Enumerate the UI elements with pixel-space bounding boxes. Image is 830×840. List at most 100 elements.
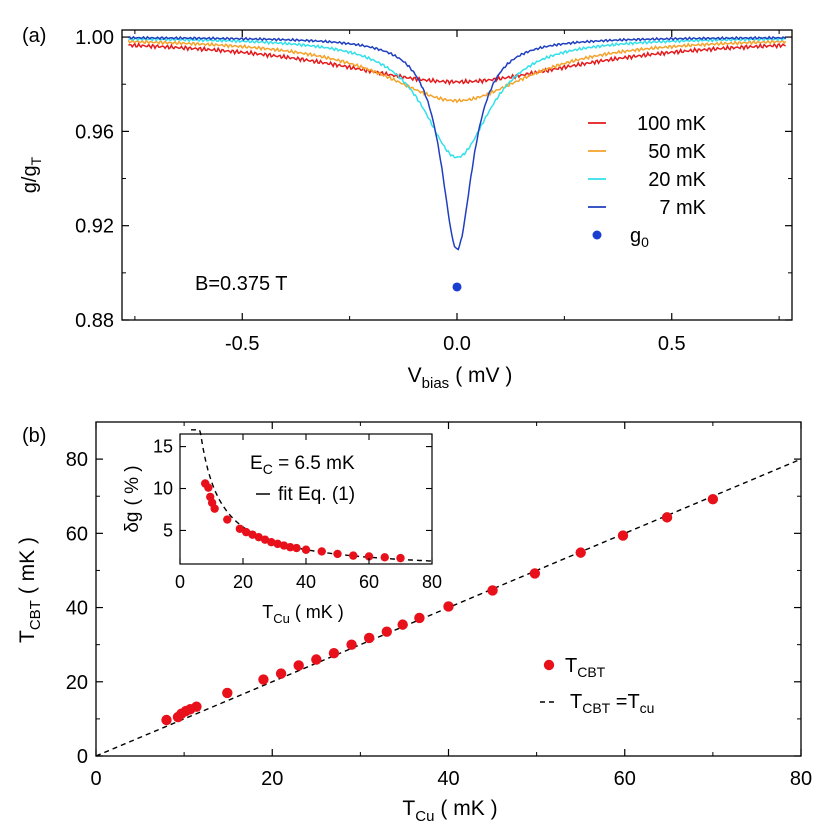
- legend-marker-tcbt: [543, 659, 555, 671]
- panel-a-label: (a): [22, 25, 46, 47]
- inset-point: [333, 549, 342, 559]
- inset-ytick-label: 15: [153, 437, 173, 457]
- tcbt-point: [617, 530, 629, 541]
- tcbt-point: [311, 654, 322, 665]
- tcbt-point: [275, 668, 287, 679]
- tcbt-point: [487, 585, 498, 596]
- inset-point: [204, 483, 213, 492]
- panel-a-ylabel: g/gT: [19, 156, 44, 193]
- panel-a-ytick-label: 1.00: [75, 27, 114, 49]
- inset-point: [223, 515, 232, 524]
- legend-ref-sub: CBT: [582, 700, 610, 716]
- tcbt-point: [661, 512, 673, 523]
- legend-g0-main: g: [630, 225, 641, 247]
- point-g0: [452, 282, 462, 292]
- legend-label-g0: g0: [630, 225, 649, 250]
- panel-b-xtick-label: 0: [90, 768, 101, 790]
- panel-b-ytick-label: 80: [66, 449, 88, 471]
- legend-label-7mK: 7 mK: [659, 197, 706, 219]
- legend-ref-rest: =T: [610, 691, 639, 713]
- tcbt-point: [575, 547, 586, 558]
- inset-axes: 0 20 40 60 80 5 10 15: [153, 434, 442, 592]
- tcbt-point: [346, 639, 357, 650]
- inset-xtick-label: 60: [359, 572, 379, 592]
- tcbt-point: [397, 619, 408, 630]
- inset-point: [273, 539, 282, 549]
- inset-point: [267, 537, 276, 547]
- inset-fit-curve: [191, 429, 432, 562]
- panel-a-xtick-label: 0.5: [658, 333, 686, 355]
- legend-tcbt-main: T: [565, 655, 577, 677]
- panel-a-legend: 100 mK 50 mK 20 mK 7 mK g0: [588, 113, 707, 250]
- inset-ylabel: δg( % ): [122, 465, 143, 532]
- inset-ytick-label: 10: [153, 479, 173, 499]
- panel-b-ylabel: TCBT( mK ): [16, 537, 44, 643]
- inset-point: [210, 504, 219, 513]
- legend-label-reference: TCBT =Tcu: [570, 691, 654, 716]
- legend-ref-main: T: [570, 691, 582, 713]
- panel-b-xtick-label: 60: [614, 768, 636, 790]
- panel-a-annotation: B=0.375 T: [195, 273, 287, 295]
- panel-a-ytick-label: 0.92: [75, 216, 114, 238]
- inset-point: [279, 541, 289, 550]
- inset-point: [248, 530, 257, 539]
- tcbt-point: [222, 687, 233, 699]
- tcbt-point: [443, 601, 454, 612]
- panel-b-ytick-label: 60: [66, 523, 88, 545]
- panel-b-ytick-label: 40: [66, 598, 88, 620]
- inset-point: [260, 535, 270, 544]
- panel-b-xlabel: TCu( mK ): [402, 797, 497, 825]
- tcbt-point: [707, 493, 719, 505]
- panel-a-curves: [127, 35, 787, 292]
- inset-xtick-label: 80: [422, 572, 442, 592]
- legend-marker-g0: [592, 230, 602, 240]
- legend-ref-rest-sub: cu: [640, 700, 655, 716]
- panel-a-ytick-label: 0.96: [75, 121, 114, 143]
- tcbt-point: [258, 674, 269, 685]
- inset: 0 20 40 60 80 5 10 15 δg( % ) TCu( mK ) EC = 6.…: [122, 429, 442, 626]
- inset-point: [317, 547, 326, 556]
- legend-label-20mK: 20 mK: [648, 169, 706, 191]
- inset-point: [301, 545, 311, 554]
- inset-point: [254, 532, 263, 542]
- panel-a-xtick-label: 0.0: [443, 333, 471, 355]
- inset-plot: [191, 429, 432, 563]
- inset-xlabel: TCu( mK ): [262, 602, 344, 626]
- inset-point: [286, 543, 295, 552]
- inset-point: [349, 551, 358, 560]
- inset-point: [396, 553, 405, 563]
- panel-b: (b) 0 20 40 60 80 0 20 40 60 80 TCBT( mK ) TCu( m…: [16, 421, 812, 825]
- tcbt-point: [293, 660, 304, 671]
- tcbt-point: [161, 714, 172, 726]
- tcbt-point: [414, 612, 425, 624]
- legend-label-100mK: 100 mK: [637, 113, 707, 135]
- inset-xtick-label: 20: [233, 572, 253, 592]
- inset-point: [380, 553, 389, 562]
- legend-label-tcbt: TCBT: [565, 655, 606, 680]
- inset-background: [180, 434, 432, 564]
- panel-b-label: (b): [22, 425, 46, 447]
- inset-point: [235, 524, 245, 533]
- tcbt-point: [381, 626, 393, 637]
- curve-50mK: [127, 39, 787, 104]
- curve-7mK: [128, 35, 787, 251]
- tcbt-point: [191, 701, 202, 712]
- panel-a: (a) -0.5 0.0 0.5 0.88 0.92 0.96 1.00 g/gT Vbia…: [19, 25, 793, 392]
- legend-label-50mK: 50 mK: [648, 141, 706, 163]
- panel-b-plot: [95, 458, 802, 757]
- legend-tcbt-sub: CBT: [577, 664, 605, 680]
- inset-xtick-label: 40: [296, 572, 316, 592]
- inset-point: [364, 552, 374, 561]
- inset-point: [292, 543, 301, 553]
- tcbt-point: [328, 648, 340, 659]
- tcbt-point: [363, 632, 375, 644]
- panel-b-xtick-label: 40: [437, 768, 459, 790]
- panel-b-ytick-label: 20: [66, 672, 88, 694]
- tcbt-point: [529, 568, 541, 579]
- panel-b-xtick-label: 80: [790, 768, 812, 790]
- inset-ytick-label: 5: [163, 520, 173, 540]
- inset-xtick-label: 0: [175, 572, 185, 592]
- legend-g0-sub: 0: [641, 234, 649, 250]
- panel-a-axes: -0.5 0.0 0.5 0.88 0.92 0.96 1.00: [75, 27, 792, 355]
